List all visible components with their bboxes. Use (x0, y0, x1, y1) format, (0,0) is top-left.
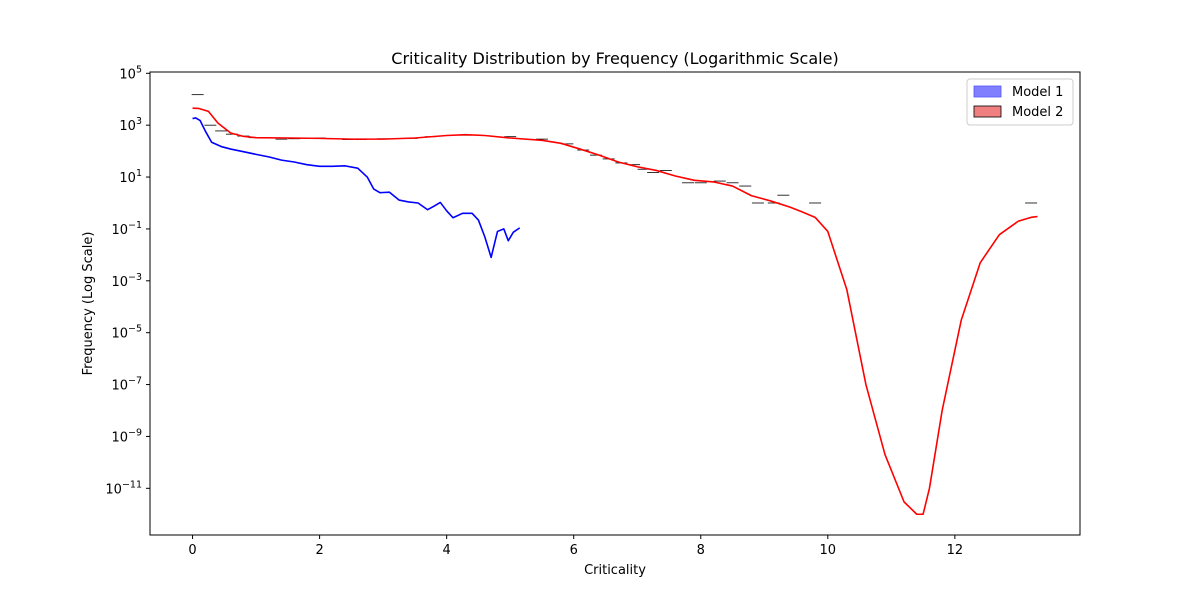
y-axis-label: Frequency (Log Scale) (81, 232, 96, 376)
series-line-1 (192, 117, 521, 259)
y-tick-label: 10−3 (111, 272, 142, 290)
y-tick-label: 103 (119, 116, 142, 134)
y-tick-label: 105 (119, 64, 142, 82)
x-tick-label: 4 (443, 543, 451, 558)
x-tick-label: 6 (570, 543, 578, 558)
series-line-2 (192, 107, 1038, 516)
x-tick-label: 12 (947, 543, 964, 558)
y-axis: 105 103 101 10−1 10−3 10−5 10−7 10−9 10−11 (105, 64, 150, 497)
axes-frame (149, 71, 1081, 536)
y-tick-label: 10−7 (111, 376, 142, 394)
x-tick-label: 2 (315, 543, 323, 558)
x-axis-label: Criticality (584, 563, 646, 578)
y-tick-label: 10−1 (111, 220, 142, 238)
x-axis: 0 2 4 6 8 10 12 (188, 535, 963, 558)
legend-swatch (973, 105, 1002, 118)
y-tick-label: 10−9 (111, 427, 142, 445)
legend-swatch (973, 85, 1002, 98)
plot-area (191, 94, 1038, 516)
x-tick-label: 8 (697, 543, 705, 558)
legend-label: Model 2 (1012, 105, 1063, 120)
x-tick-label: 10 (820, 543, 837, 558)
x-tick-label: 0 (188, 543, 196, 558)
y-tick-label: 10−11 (105, 479, 142, 497)
y-tick-label: 10−5 (111, 324, 142, 342)
chart-title: Criticality Distribution by Frequency (L… (391, 49, 838, 68)
legend: Model 1 Model 2 (966, 78, 1074, 126)
legend-label: Model 1 (1012, 85, 1063, 100)
y-tick-label: 101 (119, 168, 142, 186)
